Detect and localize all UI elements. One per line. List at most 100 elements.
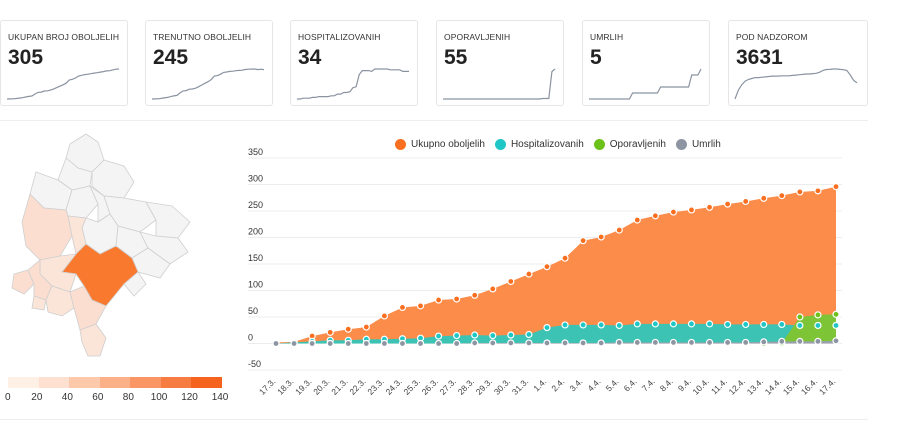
data-point[interactable] — [344, 339, 352, 348]
data-point[interactable] — [380, 312, 388, 320]
data-point[interactable] — [778, 192, 786, 200]
data-point[interactable] — [507, 331, 515, 339]
data-point[interactable] — [326, 339, 334, 348]
data-point[interactable] — [543, 324, 551, 332]
data-point[interactable] — [832, 310, 840, 318]
data-point[interactable] — [796, 188, 804, 196]
data-point[interactable] — [760, 320, 768, 329]
data-point[interactable] — [724, 338, 732, 347]
legend-item[interactable]: Umrlih — [675, 138, 721, 150]
data-point[interactable] — [705, 338, 714, 347]
data-point[interactable] — [705, 203, 714, 211]
legend-item[interactable]: Ukupno oboljelih — [395, 138, 485, 150]
data-point[interactable] — [380, 339, 388, 348]
data-point[interactable] — [543, 263, 551, 271]
card-value: 305 — [8, 46, 44, 69]
data-point[interactable] — [344, 325, 352, 333]
data-point[interactable] — [597, 321, 605, 329]
data-point[interactable] — [416, 339, 425, 348]
data-point[interactable] — [814, 337, 822, 345]
data-point[interactable] — [471, 291, 479, 299]
data-point[interactable] — [760, 338, 768, 346]
data-point[interactable] — [669, 338, 678, 347]
data-point[interactable] — [471, 339, 479, 347]
data-point[interactable] — [434, 332, 443, 340]
data-point[interactable] — [362, 323, 370, 331]
data-point[interactable] — [453, 331, 461, 340]
data-point[interactable] — [489, 339, 497, 347]
data-point[interactable] — [597, 339, 605, 347]
data-point[interactable] — [669, 208, 678, 216]
data-point[interactable] — [615, 226, 623, 234]
data-point[interactable] — [778, 320, 786, 329]
data-point[interactable] — [561, 339, 569, 347]
data-point[interactable] — [362, 339, 370, 348]
map-region[interactable]: Tivat — [31, 295, 47, 311]
data-point[interactable] — [561, 254, 569, 262]
data-point[interactable] — [687, 320, 696, 328]
data-point[interactable] — [561, 321, 569, 329]
data-point[interactable] — [326, 328, 334, 336]
data-point[interactable] — [543, 339, 551, 347]
data-point[interactable] — [597, 233, 605, 241]
data-point[interactable] — [651, 212, 659, 220]
data-point[interactable] — [579, 237, 587, 245]
data-point[interactable] — [814, 187, 822, 195]
data-point[interactable] — [453, 339, 461, 348]
data-point[interactable] — [471, 331, 479, 339]
data-point[interactable] — [525, 270, 533, 278]
data-point[interactable] — [434, 296, 443, 304]
data-point[interactable] — [724, 320, 732, 329]
data-point[interactable] — [742, 197, 750, 206]
data-point[interactable] — [651, 320, 659, 328]
legend-item[interactable]: Hospitalizovanih — [494, 138, 584, 150]
data-point[interactable] — [814, 311, 822, 319]
data-point[interactable] — [272, 339, 280, 348]
card-value: 55 — [444, 46, 468, 69]
data-point[interactable] — [579, 321, 587, 329]
data-point[interactable] — [507, 277, 515, 286]
data-point[interactable] — [308, 339, 316, 348]
data-point[interactable] — [489, 331, 497, 340]
data-point[interactable] — [507, 339, 515, 347]
data-point[interactable] — [633, 216, 641, 224]
data-point[interactable] — [724, 200, 732, 208]
data-point[interactable] — [525, 330, 533, 339]
data-point[interactable] — [796, 337, 804, 345]
data-point[interactable] — [742, 338, 750, 347]
legend-item[interactable]: Oporavljenih — [593, 138, 666, 150]
data-point[interactable] — [579, 339, 587, 347]
data-point[interactable] — [814, 321, 822, 330]
data-point[interactable] — [489, 285, 497, 293]
data-point[interactable] — [760, 194, 768, 202]
data-point[interactable] — [651, 338, 659, 347]
map-region[interactable]: Herceg Novi — [11, 269, 35, 295]
data-point[interactable] — [633, 320, 641, 328]
data-point[interactable] — [796, 321, 804, 330]
data-point[interactable] — [832, 183, 840, 191]
map-region[interactable]: Tuzi — [123, 271, 147, 297]
data-point[interactable] — [615, 338, 623, 347]
map-region[interactable]: Bar — [69, 285, 107, 331]
data-point[interactable] — [742, 320, 750, 329]
data-point[interactable] — [398, 303, 407, 312]
data-point[interactable] — [832, 321, 840, 330]
data-point[interactable] — [633, 338, 641, 347]
data-point[interactable] — [687, 206, 696, 214]
map-region[interactable]: Nikšić — [21, 193, 73, 261]
map-region[interactable]: Ulcinj — [79, 323, 107, 357]
data-point[interactable] — [832, 337, 840, 345]
data-point[interactable] — [398, 339, 407, 348]
map-region[interactable]: Gusinje — [131, 247, 171, 279]
data-point[interactable] — [290, 339, 298, 348]
data-point[interactable] — [705, 320, 714, 328]
data-point[interactable] — [416, 302, 425, 310]
data-point[interactable] — [687, 338, 696, 347]
data-point[interactable] — [669, 320, 678, 328]
data-point[interactable] — [434, 339, 443, 348]
data-point[interactable] — [453, 295, 461, 303]
data-point[interactable] — [796, 313, 804, 321]
data-point[interactable] — [525, 339, 533, 347]
data-point[interactable] — [778, 337, 786, 345]
data-point[interactable] — [615, 321, 623, 330]
